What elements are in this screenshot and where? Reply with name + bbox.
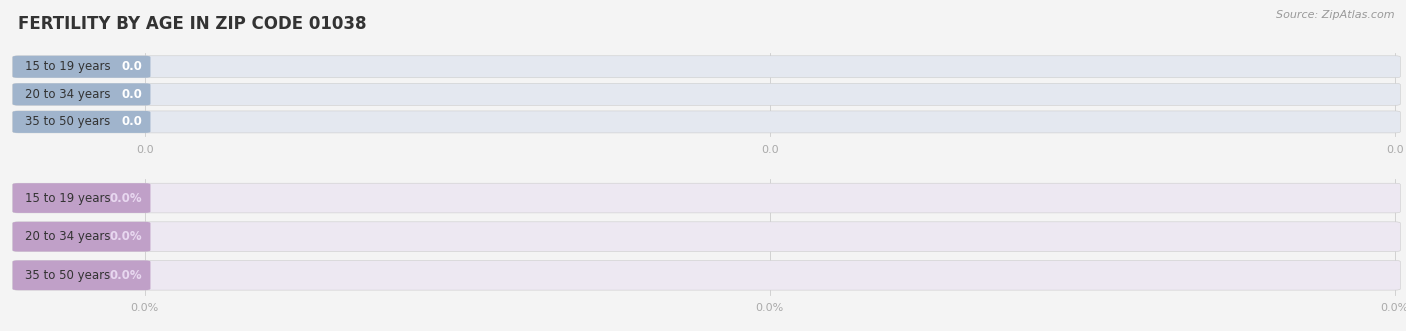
- FancyBboxPatch shape: [13, 260, 1400, 290]
- Text: 20 to 34 years: 20 to 34 years: [25, 88, 111, 101]
- FancyBboxPatch shape: [13, 83, 1400, 105]
- FancyBboxPatch shape: [13, 183, 1400, 213]
- Text: 0.0: 0.0: [121, 116, 142, 128]
- Text: 0.0%: 0.0%: [131, 304, 159, 313]
- Text: 0.0%: 0.0%: [110, 269, 142, 282]
- Text: FERTILITY BY AGE IN ZIP CODE 01038: FERTILITY BY AGE IN ZIP CODE 01038: [18, 15, 367, 33]
- Text: 0.0%: 0.0%: [1381, 304, 1406, 313]
- FancyBboxPatch shape: [13, 56, 150, 78]
- FancyBboxPatch shape: [13, 111, 1400, 133]
- FancyBboxPatch shape: [13, 56, 1400, 78]
- FancyBboxPatch shape: [13, 183, 150, 213]
- Text: 0.0%: 0.0%: [755, 304, 785, 313]
- Text: 0.0: 0.0: [121, 60, 142, 73]
- FancyBboxPatch shape: [13, 222, 150, 252]
- Text: 15 to 19 years: 15 to 19 years: [25, 60, 111, 73]
- Text: 0.0: 0.0: [121, 88, 142, 101]
- Text: 35 to 50 years: 35 to 50 years: [25, 116, 111, 128]
- Text: 0.0: 0.0: [761, 145, 779, 155]
- FancyBboxPatch shape: [13, 83, 150, 105]
- Text: 0.0%: 0.0%: [110, 192, 142, 205]
- FancyBboxPatch shape: [13, 260, 150, 290]
- Text: 0.0: 0.0: [1386, 145, 1403, 155]
- Text: 0.0: 0.0: [136, 145, 153, 155]
- Text: 0.0%: 0.0%: [110, 230, 142, 243]
- Text: Source: ZipAtlas.com: Source: ZipAtlas.com: [1277, 10, 1395, 20]
- Text: 20 to 34 years: 20 to 34 years: [25, 230, 111, 243]
- Text: 35 to 50 years: 35 to 50 years: [25, 269, 111, 282]
- Text: 15 to 19 years: 15 to 19 years: [25, 192, 111, 205]
- FancyBboxPatch shape: [13, 222, 1400, 252]
- FancyBboxPatch shape: [13, 111, 150, 133]
